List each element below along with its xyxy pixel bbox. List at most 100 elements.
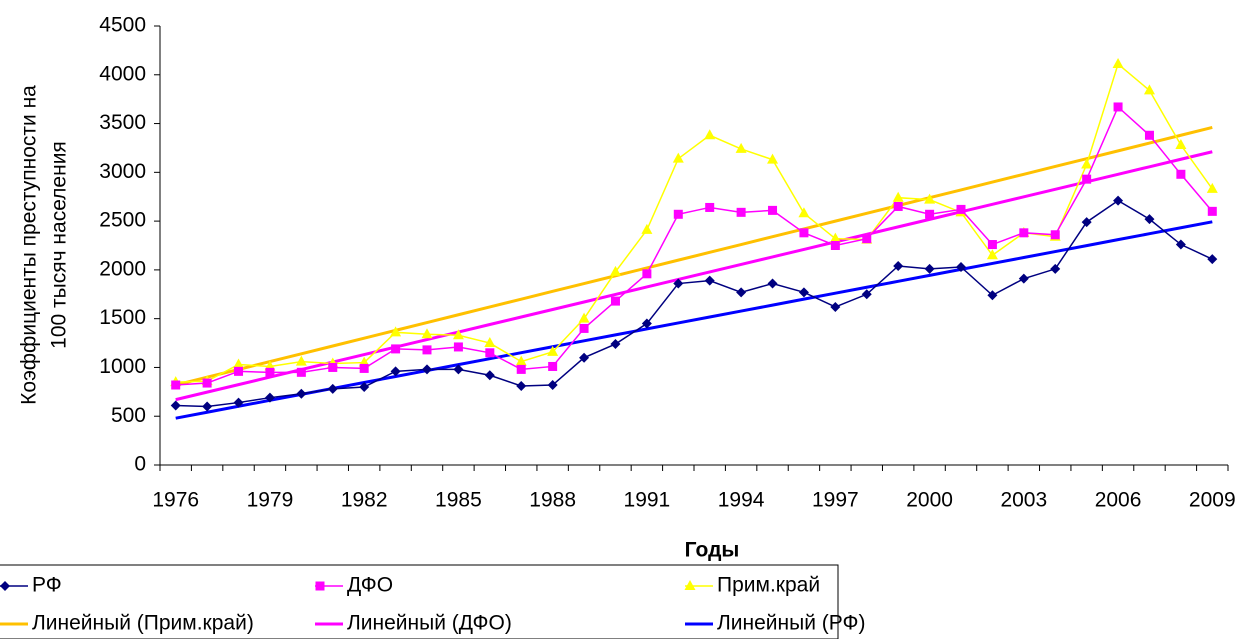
marker xyxy=(893,260,904,271)
y-tick-label: 3500 xyxy=(99,111,146,134)
marker xyxy=(391,344,401,354)
marker xyxy=(705,202,715,212)
y-tick-label: 1500 xyxy=(99,306,146,329)
marker xyxy=(484,337,496,348)
series-line xyxy=(175,220,1213,420)
marker xyxy=(390,326,402,337)
marker xyxy=(1018,273,1029,284)
marker xyxy=(548,361,558,371)
marker xyxy=(296,367,306,377)
marker xyxy=(704,275,715,286)
marker xyxy=(515,355,527,366)
marker xyxy=(547,380,558,391)
marker xyxy=(1207,254,1218,265)
marker xyxy=(265,367,275,377)
marker xyxy=(202,401,213,412)
y-tick-label: 4500 xyxy=(99,14,146,37)
legend-label: Линейный (ДФО) xyxy=(347,612,512,635)
marker xyxy=(202,378,212,388)
marker xyxy=(1112,58,1124,69)
y-axis-label-line: Коэффициенты преступности на xyxy=(18,85,41,405)
y-tick-label: 3000 xyxy=(99,160,146,183)
series xyxy=(171,102,1217,390)
marker xyxy=(641,223,653,234)
x-tick-label: 1991 xyxy=(624,489,671,512)
x-tick-label: 1988 xyxy=(529,489,576,512)
x-tick-label: 1985 xyxy=(435,489,482,512)
marker xyxy=(295,355,307,366)
marker xyxy=(1207,206,1217,216)
series xyxy=(175,220,1213,420)
marker xyxy=(798,207,810,218)
x-tick-label: 1982 xyxy=(341,489,388,512)
marker xyxy=(452,329,464,340)
marker xyxy=(830,301,841,312)
marker xyxy=(579,352,590,363)
x-tick-label: 1976 xyxy=(152,489,199,512)
marker xyxy=(234,366,244,376)
marker xyxy=(1082,174,1092,184)
marker xyxy=(673,278,684,289)
marker xyxy=(767,153,779,164)
series-line xyxy=(175,105,1213,386)
marker xyxy=(987,240,997,250)
marker xyxy=(579,323,589,333)
marker xyxy=(829,232,841,243)
marker xyxy=(986,249,998,260)
series-line xyxy=(175,126,1213,387)
marker xyxy=(485,348,495,358)
marker xyxy=(1081,217,1092,228)
marker xyxy=(1175,239,1186,250)
marker xyxy=(768,205,778,215)
marker xyxy=(1206,182,1218,193)
marker xyxy=(704,129,716,140)
marker xyxy=(1113,102,1123,112)
marker xyxy=(862,234,872,244)
marker xyxy=(264,392,275,403)
marker xyxy=(359,363,369,373)
marker xyxy=(390,366,401,377)
y-axis-label-line: 100 тысяч населения xyxy=(48,141,71,349)
marker xyxy=(233,358,245,369)
marker xyxy=(642,269,652,279)
marker xyxy=(735,142,747,153)
marker xyxy=(328,362,338,372)
marker xyxy=(924,263,935,274)
marker xyxy=(453,342,463,352)
marker xyxy=(610,296,620,306)
marker xyxy=(892,191,904,202)
marker xyxy=(233,397,244,408)
marker xyxy=(673,209,683,219)
marker xyxy=(830,241,840,250)
marker xyxy=(327,383,338,394)
marker xyxy=(893,201,903,211)
marker xyxy=(421,328,433,339)
marker xyxy=(1144,130,1154,140)
marker xyxy=(484,370,495,381)
marker xyxy=(736,207,746,217)
x-tick-label: 1994 xyxy=(718,489,765,512)
y-axis-label: Коэффициенты преступности на 100 тысяч н… xyxy=(18,85,71,405)
series-line xyxy=(175,150,1213,402)
x-axis-label: Годы xyxy=(685,539,740,562)
x-tick-label: 1997 xyxy=(812,489,859,512)
marker xyxy=(609,265,621,276)
series xyxy=(170,58,1218,387)
x-tick-label: 2006 xyxy=(1095,489,1142,512)
legend-label: Линейный (Прим.край) xyxy=(32,612,254,635)
marker xyxy=(1050,263,1061,274)
x-tick-label: 1979 xyxy=(247,489,294,512)
marker xyxy=(1175,139,1187,150)
marker xyxy=(453,364,464,375)
marker xyxy=(422,364,432,375)
series-line xyxy=(175,62,1213,383)
marker xyxy=(672,152,684,163)
series xyxy=(175,150,1213,402)
x-tick-label: 2003 xyxy=(1000,489,1047,512)
marker xyxy=(1050,230,1060,240)
marker xyxy=(956,204,966,214)
legend-label: Прим.край xyxy=(717,574,820,597)
legend-box xyxy=(0,564,839,639)
marker xyxy=(956,261,966,272)
